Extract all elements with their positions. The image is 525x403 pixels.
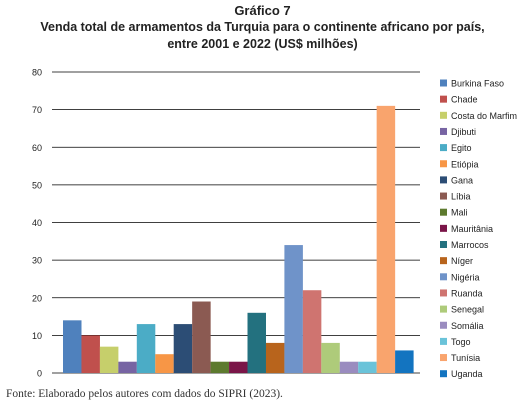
legend-label: Ruanda [451, 288, 483, 298]
y-tick-label: 70 [32, 105, 42, 115]
gridlines [52, 71, 420, 374]
legend-item: Chade [440, 95, 478, 105]
legend-swatch [440, 224, 447, 232]
legend-label: Uganda [451, 369, 483, 379]
y-tick-label: 50 [32, 180, 42, 190]
legend-swatch [440, 305, 447, 313]
legend-label: Egito [451, 143, 472, 153]
bar-senegal [321, 342, 340, 373]
legend-swatch [440, 79, 447, 87]
bar-chart: 0 10 20 30 40 50 60 70 80 Burkina Faso Chade Costa… [32, 68, 517, 380]
source-note: Fonte: Elaborado pelos autores com dados… [6, 388, 283, 400]
legend-label: Gana [451, 175, 473, 185]
legend-swatch [440, 337, 447, 345]
legend-swatch [440, 257, 447, 265]
bar-marrocos [247, 312, 266, 373]
y-tick-label: 80 [32, 68, 42, 78]
legend-label: Níger [451, 256, 473, 266]
legend-item: Tunísia [440, 353, 480, 363]
y-tick-label: 40 [32, 218, 42, 228]
legend-swatch [440, 354, 447, 362]
legend-label: Nigéria [451, 272, 480, 282]
legend-item: Somália [440, 321, 484, 331]
figure-label: Gráfico 7 [234, 3, 291, 18]
legend-item: Gana [440, 175, 473, 185]
legend-label: Somália [451, 321, 484, 331]
bar-djibuti [118, 361, 137, 373]
legend-label: Senegal [451, 305, 484, 315]
y-tick-label: 20 [32, 293, 42, 303]
legend-label: Burkina Faso [451, 79, 504, 89]
legend: Burkina Faso Chade Costa do Marfim Djibuti E… [440, 79, 517, 379]
legend-item: Nigéria [440, 272, 480, 282]
legend-swatch [440, 208, 447, 216]
legend-item: Togo [440, 337, 471, 347]
legend-label: Mali [451, 208, 468, 218]
bar-líbia [192, 301, 211, 373]
bar-etiópia [155, 354, 174, 373]
legend-swatch [440, 144, 447, 152]
bars [63, 105, 414, 374]
title-block: Gráfico 7 Venda total de armamentos da T… [0, 2, 525, 53]
bar-chade [81, 335, 100, 373]
legend-swatch [440, 241, 447, 248]
legend-item: Níger [440, 256, 473, 266]
y-tick-label: 0 [37, 369, 42, 379]
legend-item: Marrocos [440, 240, 489, 250]
legend-item: Costa do Marfim [440, 111, 517, 121]
legend-item: Burkina Faso [440, 79, 504, 89]
legend-swatch [440, 273, 447, 281]
chart-title-line-1: Venda total de armamentos da Turquia par… [40, 20, 485, 34]
bar-nigéria [284, 245, 303, 373]
bar-costa-do-marfim [99, 346, 119, 373]
legend-label: Togo [451, 337, 471, 347]
y-axis-ticks: 0 10 20 30 40 50 60 70 80 [32, 68, 42, 379]
legend-swatch [440, 160, 447, 168]
legend-swatch [440, 289, 447, 297]
legend-swatch [440, 95, 447, 103]
chart-title-line-2: entre 2001 e 2022 (US$ milhões) [167, 37, 358, 51]
legend-item: Uganda [440, 369, 483, 379]
legend-swatch [440, 192, 447, 200]
bar-gana [173, 324, 193, 373]
legend-label: Etiópia [451, 159, 479, 169]
legend-label: Djibuti [451, 127, 476, 137]
bar-burkina-faso [63, 320, 82, 373]
bar-somália [339, 361, 359, 373]
y-tick-label: 30 [32, 256, 42, 266]
legend-item: Djibuti [440, 127, 476, 137]
legend-item: Senegal [440, 305, 484, 315]
y-tick-label: 10 [32, 331, 42, 341]
bar-mali [210, 361, 230, 373]
legend-swatch [440, 111, 447, 119]
legend-swatch [440, 370, 447, 378]
legend-item: Líbia [440, 192, 471, 202]
legend-item: Etiópia [440, 159, 479, 169]
legend-item: Ruanda [440, 288, 483, 298]
legend-label: Marrocos [451, 240, 489, 250]
bar-mauritânia [229, 361, 248, 373]
legend-item: Mali [440, 208, 468, 218]
legend-item: Egito [440, 143, 472, 153]
legend-item: Mauritânia [440, 224, 493, 234]
legend-label: Tunísia [451, 353, 480, 363]
legend-label: Líbia [451, 192, 471, 202]
bar-tunísia [376, 105, 396, 374]
legend-label: Costa do Marfim [451, 111, 517, 121]
bar-ruanda [302, 290, 322, 373]
bar-togo [358, 361, 377, 373]
legend-swatch [440, 321, 447, 329]
y-tick-label: 60 [32, 143, 42, 153]
bar-uganda [395, 350, 414, 373]
bar-níger [265, 342, 285, 373]
legend-swatch [440, 127, 447, 135]
bar-egito [136, 324, 156, 373]
legend-label: Chade [451, 95, 478, 105]
legend-label: Mauritânia [451, 224, 493, 234]
legend-swatch [440, 176, 447, 184]
